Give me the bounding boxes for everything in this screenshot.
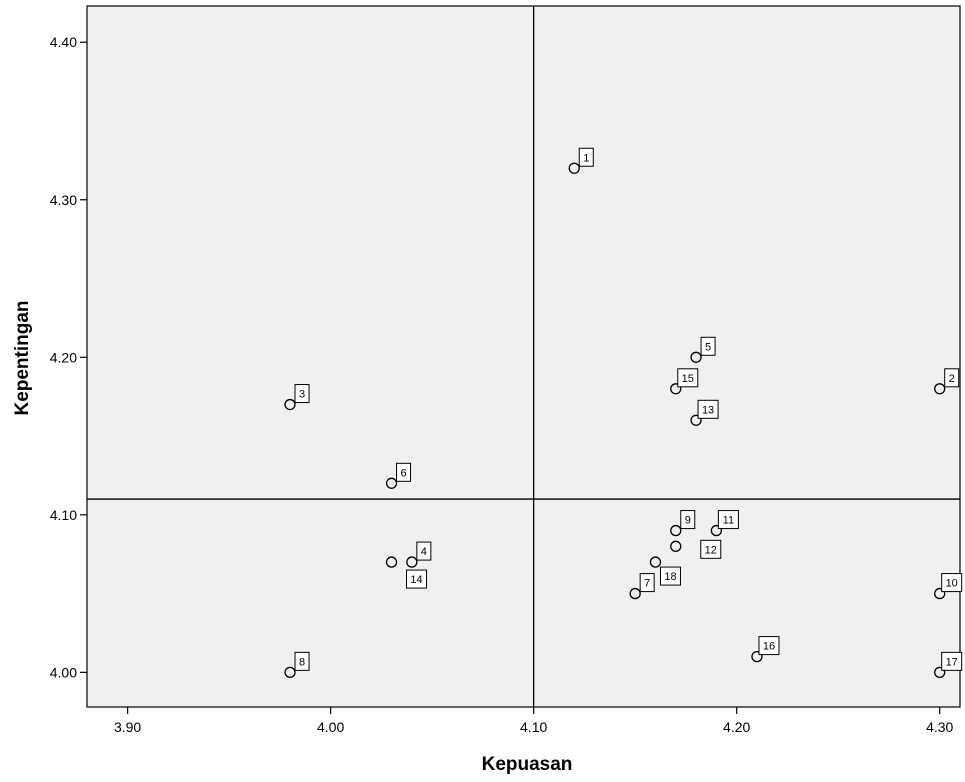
x-tick-label: 4.10 (520, 719, 547, 735)
point-label: 17 (946, 656, 958, 668)
y-tick-label: 4.30 (50, 192, 77, 208)
x-tick-label: 4.20 (723, 719, 750, 735)
point-label: 10 (946, 578, 958, 590)
point-label: 9 (685, 515, 691, 527)
x-tick-label: 4.00 (317, 719, 344, 735)
point-label: 8 (299, 656, 305, 668)
y-axis-title: Kepentingan (12, 300, 33, 415)
point-label: 12 (705, 544, 717, 556)
x-axis-title: Kepuasan (482, 754, 573, 775)
plot-area (87, 6, 960, 707)
y-tick-label: 4.20 (50, 349, 77, 365)
point-label: 14 (410, 574, 422, 586)
point-label: 5 (705, 341, 711, 353)
y-tick-label: 4.00 (50, 664, 77, 680)
point-label: 7 (644, 578, 650, 590)
x-axis-ticks: 3.90 4.00 4.10 4.20 4.30 (114, 707, 954, 735)
y-tick-label: 4.40 (50, 34, 77, 50)
y-axis-ticks: 4.00 4.10 4.20 4.30 4.40 (50, 34, 87, 680)
point-label: 11 (723, 515, 734, 527)
point-label: 6 (400, 467, 406, 479)
x-tick-label: 4.30 (926, 719, 953, 735)
point-label: 13 (702, 404, 714, 416)
y-tick-label: 4.10 (50, 507, 77, 523)
point-label: 2 (949, 373, 955, 385)
point-label: 3 (299, 389, 305, 401)
point-label: 4 (421, 546, 427, 558)
point-label: 1 (583, 152, 589, 164)
point-label: 15 (682, 373, 694, 385)
x-tick-label: 3.90 (114, 719, 141, 735)
point-label: 18 (664, 571, 676, 583)
point-label: 16 (763, 641, 775, 653)
